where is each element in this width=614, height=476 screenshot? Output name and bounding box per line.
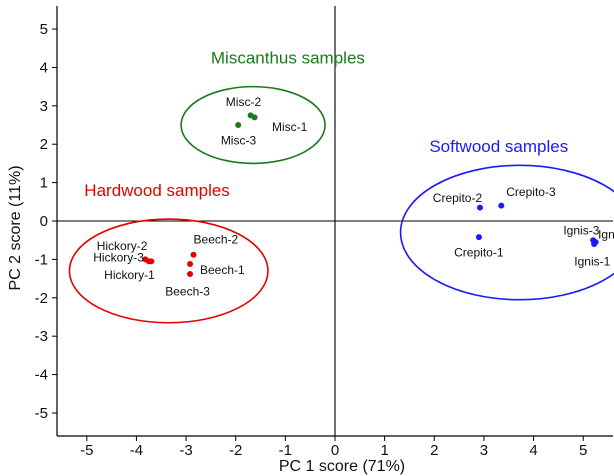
- point-label: Beech-3: [165, 284, 210, 298]
- data-point: [591, 241, 598, 248]
- y-tick-label: 2: [40, 136, 48, 153]
- group-label: Hardwood samples: [84, 181, 230, 200]
- point-label: Misc-2: [226, 95, 262, 109]
- y-axis-title: PC 2 score (11%): [7, 165, 24, 290]
- y-tick-label: 4: [40, 59, 48, 76]
- group-label: Softwood samples: [429, 137, 568, 156]
- y-tick-label: -1: [35, 251, 48, 268]
- group-ellipse: [68, 218, 269, 324]
- y-tick-label: 3: [40, 98, 48, 115]
- point-label: Hickory-1: [104, 268, 155, 282]
- data-point: [498, 202, 505, 209]
- x-tick-label: 4: [529, 442, 537, 459]
- x-axis-title: PC 1 score (71%): [279, 458, 405, 475]
- group-ellipse: [180, 85, 326, 165]
- x-tick-label: 5: [579, 442, 587, 459]
- data-point: [476, 204, 483, 211]
- data-point: [148, 258, 155, 265]
- y-tick-label: 5: [40, 21, 48, 38]
- y-tick-label: 0: [40, 213, 48, 230]
- point-label: Ignis-1: [574, 254, 610, 268]
- x-tick-label: -3: [179, 442, 192, 459]
- data-point: [235, 122, 242, 129]
- x-tick-label: 1: [380, 442, 388, 459]
- x-tick-label: -4: [130, 442, 143, 459]
- group-label: Miscanthus samples: [211, 49, 365, 68]
- data-point: [251, 114, 258, 121]
- x-tick-label: -5: [80, 442, 93, 459]
- x-tick-label: 0: [331, 442, 339, 459]
- point-label: Crepito-1: [454, 245, 504, 259]
- y-tick-label: -5: [35, 405, 48, 422]
- data-point: [142, 256, 149, 263]
- point-label: Crepito-3: [506, 185, 556, 199]
- point-label: Hickory-3: [93, 250, 144, 264]
- x-tick-label: -2: [229, 442, 242, 459]
- x-tick-label: -1: [279, 442, 292, 459]
- point-label: Ignis-3: [563, 224, 599, 238]
- y-tick-label: -3: [35, 328, 48, 345]
- x-tick-label: 3: [480, 442, 488, 459]
- y-tick-label: -4: [35, 367, 48, 384]
- data-point: [187, 270, 194, 277]
- data-point: [475, 234, 482, 241]
- point-label: Crepito-2: [433, 191, 483, 205]
- data-point: [187, 261, 194, 267]
- point-label: Misc-1: [272, 120, 308, 134]
- point-label: Hickory-2: [97, 239, 148, 253]
- group-ellipse: [399, 164, 614, 301]
- point-label: Ignis-2: [598, 227, 614, 241]
- x-tick-label: 2: [430, 442, 438, 459]
- point-label: Beech-2: [194, 232, 239, 246]
- data-point: [190, 251, 197, 258]
- y-tick-label: 1: [40, 175, 48, 192]
- point-label: Misc-3: [221, 133, 257, 147]
- point-label: Beech-1: [200, 263, 245, 277]
- y-tick-label: -2: [35, 290, 48, 307]
